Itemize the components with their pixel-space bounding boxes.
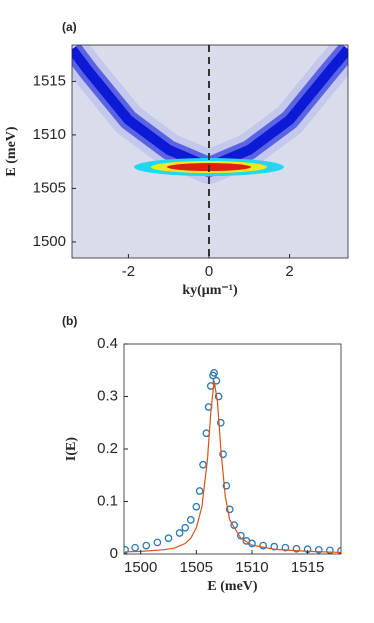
data-point (186, 516, 195, 524)
panel-label: (a) (62, 20, 77, 34)
data-point (210, 369, 218, 377)
panel: 1500 1505 1510 1515 0 0.1 0.2 0.3 0.4 E (meV) I(E)… (62, 314, 342, 594)
y-tick-label: 0 (110, 545, 118, 562)
data-point (164, 534, 173, 543)
data-point (216, 418, 225, 427)
data-point (219, 450, 227, 459)
data-point (199, 460, 207, 469)
x-axis-label: E (meV) (207, 579, 257, 594)
data-point (259, 541, 267, 550)
x-tick-label: 1510 (235, 559, 268, 576)
y-tick-label: 0.2 (97, 440, 118, 457)
x-tick-label: 2 (285, 263, 293, 280)
x-tick-label: 1505 (180, 559, 213, 576)
x-tick-label: 1515 (291, 559, 324, 576)
panel: -2 0 2 1500 1505 1510 1515 ky(μm⁻¹) E (meV) (a) (4, 20, 349, 298)
data-point (314, 545, 323, 554)
y-tick-label: 1500 (33, 233, 66, 250)
y-tick-label: 1510 (33, 126, 66, 143)
x-tick-label: 0 (205, 263, 213, 280)
data-point (175, 529, 184, 537)
data-point (281, 543, 290, 552)
data-point (153, 538, 162, 547)
plot-area (124, 369, 341, 554)
y-tick-label: 0.1 (97, 492, 118, 509)
axes-frame (71, 44, 349, 259)
y-tick-label: 1505 (33, 179, 66, 196)
data-point (222, 481, 231, 490)
data-point (292, 544, 301, 553)
data-point (142, 541, 151, 550)
data-point (192, 502, 201, 511)
data-point (124, 545, 129, 554)
y-tick-label: 0.4 (97, 335, 118, 352)
data-point (195, 487, 204, 495)
data-point (225, 505, 234, 514)
data-point (131, 543, 139, 552)
y-tick-label: 1515 (33, 72, 66, 89)
y-axis-label: I(E) (64, 437, 79, 461)
x-tick-label: -2 (122, 263, 135, 280)
x-tick-label: 1500 (124, 559, 157, 576)
fit-line (125, 380, 341, 554)
data-point (181, 523, 190, 532)
data-point (214, 392, 223, 401)
y-tick-label: 0.3 (97, 387, 118, 404)
panel-label: (b) (62, 314, 77, 328)
data-point (212, 376, 221, 385)
y-axis-label: E (meV) (4, 126, 19, 176)
data-point (326, 546, 334, 554)
x-axis-label: ky(μm⁻¹) (182, 283, 238, 298)
plot-area (72, 45, 348, 258)
